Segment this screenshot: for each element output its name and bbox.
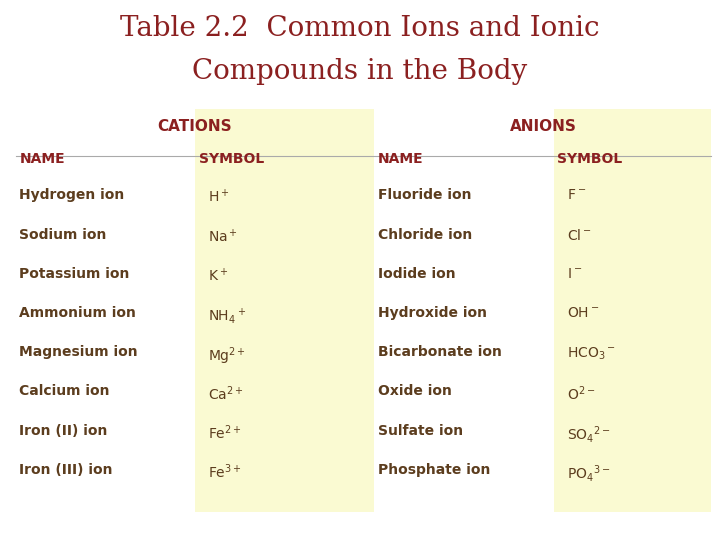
Text: CATIONS: CATIONS xyxy=(158,118,233,133)
Text: Phosphate ion: Phosphate ion xyxy=(378,463,490,477)
Text: Fluoride ion: Fluoride ion xyxy=(378,188,472,202)
Text: F$^-$: F$^-$ xyxy=(567,188,585,202)
Text: HCO$_3$$^-$: HCO$_3$$^-$ xyxy=(567,345,616,362)
Text: NH$_4$$^+$: NH$_4$$^+$ xyxy=(208,306,246,326)
Text: Calcium ion: Calcium ion xyxy=(19,384,110,399)
Text: SYMBOL: SYMBOL xyxy=(557,152,623,166)
Text: Sodium ion: Sodium ion xyxy=(19,227,107,241)
Text: NAME: NAME xyxy=(19,152,65,166)
Text: Iron (II) ion: Iron (II) ion xyxy=(19,424,108,437)
Text: NAME: NAME xyxy=(378,152,423,166)
Text: H$^+$: H$^+$ xyxy=(208,188,230,206)
Text: K$^+$: K$^+$ xyxy=(208,267,228,284)
Text: Fe$^{2+}$: Fe$^{2+}$ xyxy=(208,424,242,442)
Text: O$^{2-}$: O$^{2-}$ xyxy=(567,384,595,403)
Text: Ca$^{2+}$: Ca$^{2+}$ xyxy=(208,384,243,403)
Text: PO$_4$$^{3-}$: PO$_4$$^{3-}$ xyxy=(567,463,610,484)
Text: Chloride ion: Chloride ion xyxy=(378,227,472,241)
Text: Potassium ion: Potassium ion xyxy=(19,267,130,281)
Text: Fe$^{3+}$: Fe$^{3+}$ xyxy=(208,463,242,482)
Text: Table 2.2  Common Ions and Ionic: Table 2.2 Common Ions and Ionic xyxy=(120,15,600,42)
Text: Compounds in the Body: Compounds in the Body xyxy=(192,58,528,85)
Text: Cl$^-$: Cl$^-$ xyxy=(567,227,591,242)
Text: Iodide ion: Iodide ion xyxy=(378,267,456,281)
Text: Na$^+$: Na$^+$ xyxy=(208,227,238,245)
Text: ANIONS: ANIONS xyxy=(510,118,576,133)
Text: Iron (III) ion: Iron (III) ion xyxy=(19,463,113,477)
Text: Hydrogen ion: Hydrogen ion xyxy=(19,188,125,202)
Text: Hydroxide ion: Hydroxide ion xyxy=(378,306,487,320)
Text: Bicarbonate ion: Bicarbonate ion xyxy=(378,345,502,359)
Text: OH$^-$: OH$^-$ xyxy=(567,306,599,320)
Text: Sulfate ion: Sulfate ion xyxy=(378,424,463,437)
Text: Magnesium ion: Magnesium ion xyxy=(19,345,138,359)
FancyBboxPatch shape xyxy=(554,109,711,512)
Text: Oxide ion: Oxide ion xyxy=(378,384,452,399)
Text: Mg$^{2+}$: Mg$^{2+}$ xyxy=(208,345,246,367)
FancyBboxPatch shape xyxy=(195,109,374,512)
Text: SO$_4$$^{2-}$: SO$_4$$^{2-}$ xyxy=(567,424,611,444)
Text: SYMBOL: SYMBOL xyxy=(199,152,264,166)
Text: Ammonium ion: Ammonium ion xyxy=(19,306,136,320)
Text: I$^-$: I$^-$ xyxy=(567,267,582,281)
